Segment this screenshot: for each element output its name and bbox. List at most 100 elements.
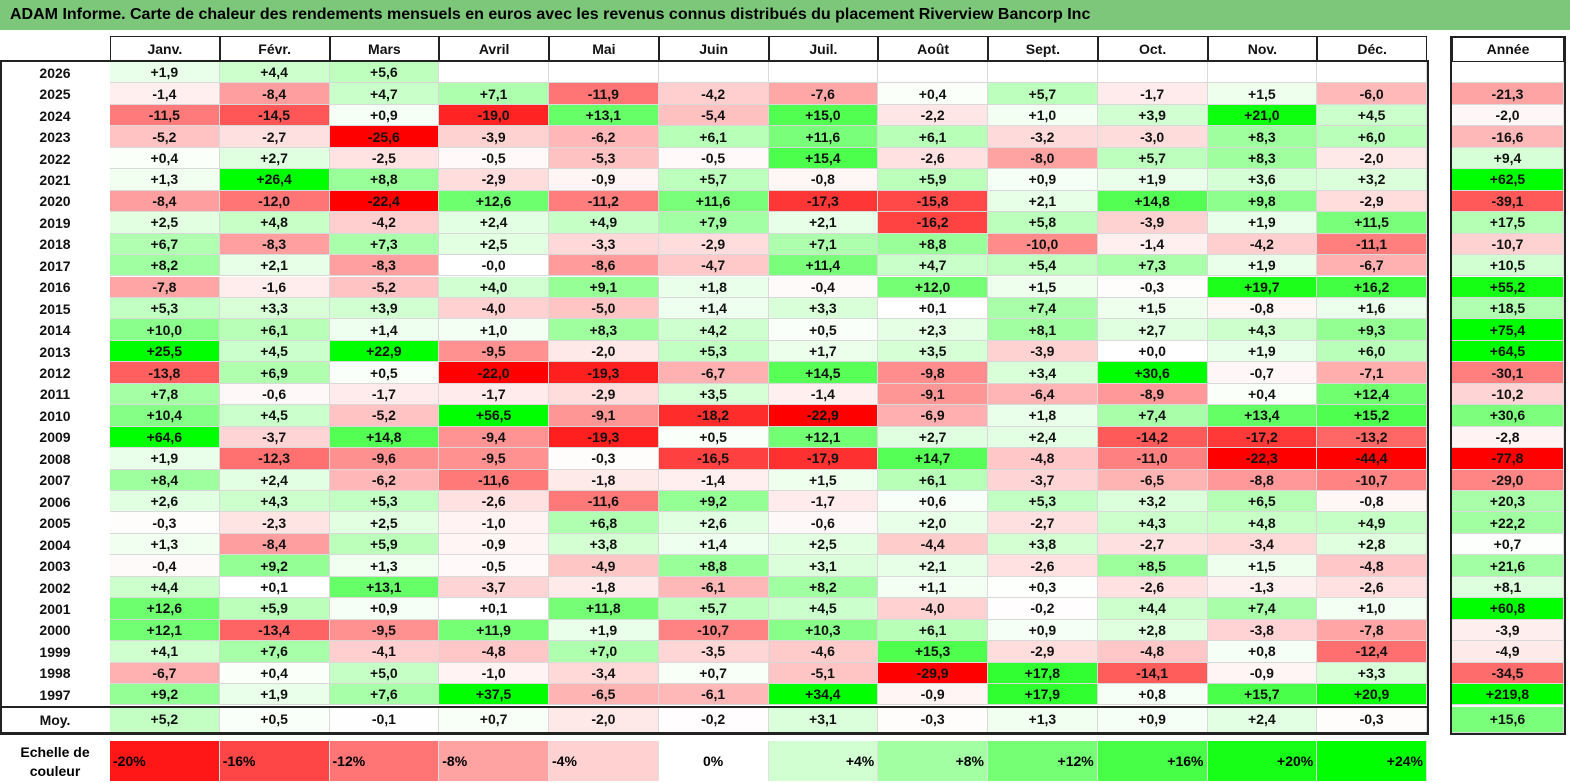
year-total-cell: -29,0 bbox=[1452, 469, 1564, 491]
heatmap-cell: +4,5 bbox=[1317, 104, 1427, 127]
heatmap-cell: -1,8 bbox=[549, 576, 659, 599]
heatmap-cell: -19,0 bbox=[439, 104, 549, 127]
heatmap-cell: +2,4 bbox=[988, 426, 1098, 449]
year-label: 2020 bbox=[0, 190, 110, 213]
heatmap-cell: -14,1 bbox=[1097, 662, 1208, 685]
heatmap-cell: +34,4 bbox=[768, 684, 879, 706]
heatmap-cell: +8,3 bbox=[1207, 126, 1318, 148]
heatmap-cell: -6,9 bbox=[878, 405, 988, 427]
heatmap-cell: -2,9 bbox=[658, 233, 769, 256]
average-cell: +0,9 bbox=[1097, 706, 1208, 733]
heatmap-cell: +1,3 bbox=[110, 169, 220, 191]
heatmap-cell: +26,4 bbox=[219, 169, 330, 191]
heatmap-cell: +4,0 bbox=[439, 276, 549, 298]
heatmap-cell: -2,0 bbox=[1317, 147, 1427, 170]
heatmap-cell: -5,2 bbox=[329, 276, 440, 298]
heatmap-cell: +3,2 bbox=[1317, 169, 1427, 191]
heatmap-cell: +15,0 bbox=[768, 104, 879, 127]
heatmap-cell: +8,3 bbox=[549, 319, 659, 341]
heatmap-cell: +8,8 bbox=[658, 555, 769, 577]
year-label: 2003 bbox=[0, 555, 110, 577]
heatmap-cell: +0,8 bbox=[1207, 641, 1318, 663]
heatmap-cell: -2,7 bbox=[219, 126, 330, 148]
heatmap-cell: +3,9 bbox=[329, 297, 440, 320]
color-scale-label-line: Echelle de bbox=[20, 743, 90, 760]
heatmap-cell: +6,1 bbox=[878, 469, 988, 491]
heatmap-cell: +14,8 bbox=[1097, 190, 1208, 213]
heatmap-cell: +13,1 bbox=[329, 576, 440, 599]
heatmap-cell: +15,3 bbox=[878, 641, 988, 663]
heatmap-cell: +4,3 bbox=[1097, 512, 1208, 534]
heatmap-cell: -0,4 bbox=[110, 555, 220, 577]
heatmap-cell bbox=[768, 62, 879, 84]
average-cell: -0,1 bbox=[329, 706, 440, 733]
heatmap-cell: +15,7 bbox=[1207, 684, 1318, 706]
heatmap-cell: -7,8 bbox=[110, 276, 220, 298]
year-label: 2009 bbox=[0, 426, 110, 449]
heatmap-cell: +2,5 bbox=[768, 533, 879, 556]
heatmap-cell: -0,3 bbox=[110, 512, 220, 534]
heatmap-cell: +4,4 bbox=[110, 576, 220, 599]
heatmap-cell: +5,4 bbox=[988, 255, 1098, 277]
heatmap-cell: -1,7 bbox=[329, 383, 440, 406]
heatmap-cell: -3,3 bbox=[549, 233, 659, 256]
year-total-cell: -10,2 bbox=[1452, 383, 1564, 406]
year-total-cell: -21,3 bbox=[1452, 83, 1564, 105]
heatmap-cell: -10,0 bbox=[988, 233, 1098, 256]
heatmap-cell: +12,0 bbox=[878, 276, 988, 298]
heatmap-cell: -9,5 bbox=[329, 619, 440, 642]
heatmap-cell: -3,4 bbox=[549, 662, 659, 685]
average-total-cell: +15,6 bbox=[1452, 706, 1564, 733]
average-cell: +5,2 bbox=[110, 706, 220, 733]
heatmap-cell: -25,6 bbox=[329, 126, 440, 148]
heatmap-cell: -11,1 bbox=[1317, 233, 1427, 256]
heatmap-cell: +3,4 bbox=[988, 362, 1098, 384]
heatmap-cell: +0,4 bbox=[110, 147, 220, 170]
heatmap-cell: -2,9 bbox=[988, 641, 1098, 663]
heatmap-cell: +4,7 bbox=[878, 255, 988, 277]
heatmap-cell: -6,5 bbox=[1097, 469, 1208, 491]
heatmap-cell: +10,4 bbox=[110, 405, 220, 427]
year-label: 1999 bbox=[0, 641, 110, 663]
heatmap-cell: -1,0 bbox=[439, 662, 549, 685]
year-total-cell: -10,7 bbox=[1452, 233, 1564, 256]
year-label: 1997 bbox=[0, 684, 110, 706]
heatmap-cell bbox=[549, 62, 659, 84]
heatmap-cell: +9,3 bbox=[1317, 319, 1427, 341]
heatmap-cell: +0,9 bbox=[329, 104, 440, 127]
heatmap-cell: +21,0 bbox=[1207, 104, 1318, 127]
heatmap-cell: -5,0 bbox=[549, 297, 659, 320]
year-label: 2026 bbox=[0, 62, 110, 84]
year-label: 2012 bbox=[0, 362, 110, 384]
heatmap-cell: -1,4 bbox=[110, 83, 220, 105]
year-total-cell: -34,5 bbox=[1452, 662, 1564, 685]
heatmap-cell: +8,1 bbox=[988, 319, 1098, 341]
heatmap-cell: +1,9 bbox=[1207, 255, 1318, 277]
heatmap-cell: -1,7 bbox=[439, 383, 549, 406]
heatmap-cell: +4,9 bbox=[549, 212, 659, 234]
heatmap-cell: +1,9 bbox=[219, 684, 330, 706]
heatmap-cell: +14,5 bbox=[768, 362, 879, 384]
heatmap-cell bbox=[1097, 62, 1208, 84]
heatmap-cell: +5,7 bbox=[658, 169, 769, 191]
color-scale-swatch: -16% bbox=[219, 741, 330, 781]
heatmap-cell: +1,7 bbox=[768, 340, 879, 363]
heatmap-cell: +7,3 bbox=[329, 233, 440, 256]
heatmap-cell: -0,2 bbox=[988, 598, 1098, 620]
month-header: Nov. bbox=[1207, 36, 1318, 62]
heatmap-cell: -4,4 bbox=[878, 533, 988, 556]
heatmap-cell: -0,6 bbox=[768, 512, 879, 534]
heatmap-cell: -0,8 bbox=[1317, 491, 1427, 513]
heatmap-cell: +0,8 bbox=[1097, 684, 1208, 706]
heatmap-cell: -6,4 bbox=[988, 383, 1098, 406]
heatmap-cell: -2,3 bbox=[219, 512, 330, 534]
heatmap-cell: +5,3 bbox=[658, 340, 769, 363]
heatmap-cell: +3,3 bbox=[768, 297, 879, 320]
month-header: Sept. bbox=[988, 36, 1098, 62]
heatmap-cell: -16,5 bbox=[658, 448, 769, 470]
heatmap-cell: -0,9 bbox=[878, 684, 988, 706]
heatmap-cell: +4,8 bbox=[1207, 512, 1318, 534]
heatmap-cell: +11,9 bbox=[439, 619, 549, 642]
heatmap-cell: -6,2 bbox=[329, 469, 440, 491]
year-label: 2018 bbox=[0, 233, 110, 256]
